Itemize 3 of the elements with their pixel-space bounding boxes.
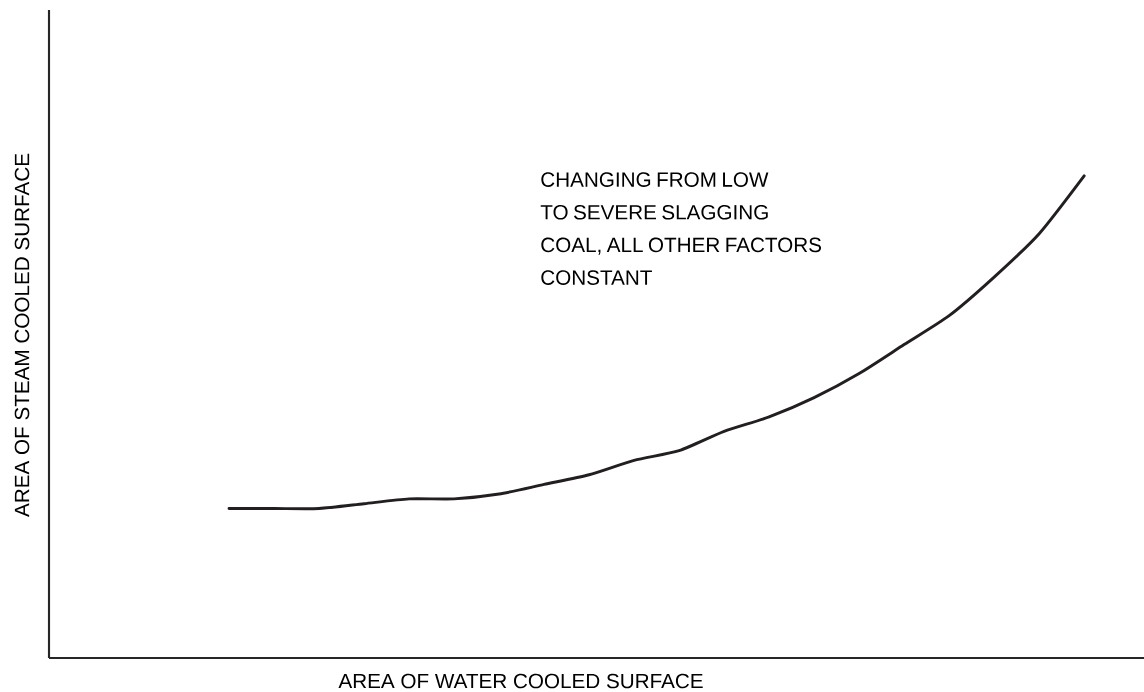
- annotation: CHANGING FROM LOW TO SEVERE SLAGGING COAL, ALL OTHER FACTORS CONSTANT: [540, 172, 822, 285]
- y-axis-title: AREA OF STEAM COOLED SURFACE: [14, 153, 30, 517]
- x-axis-title: AREA OF WATER COOLED SURFACE: [338, 673, 703, 689]
